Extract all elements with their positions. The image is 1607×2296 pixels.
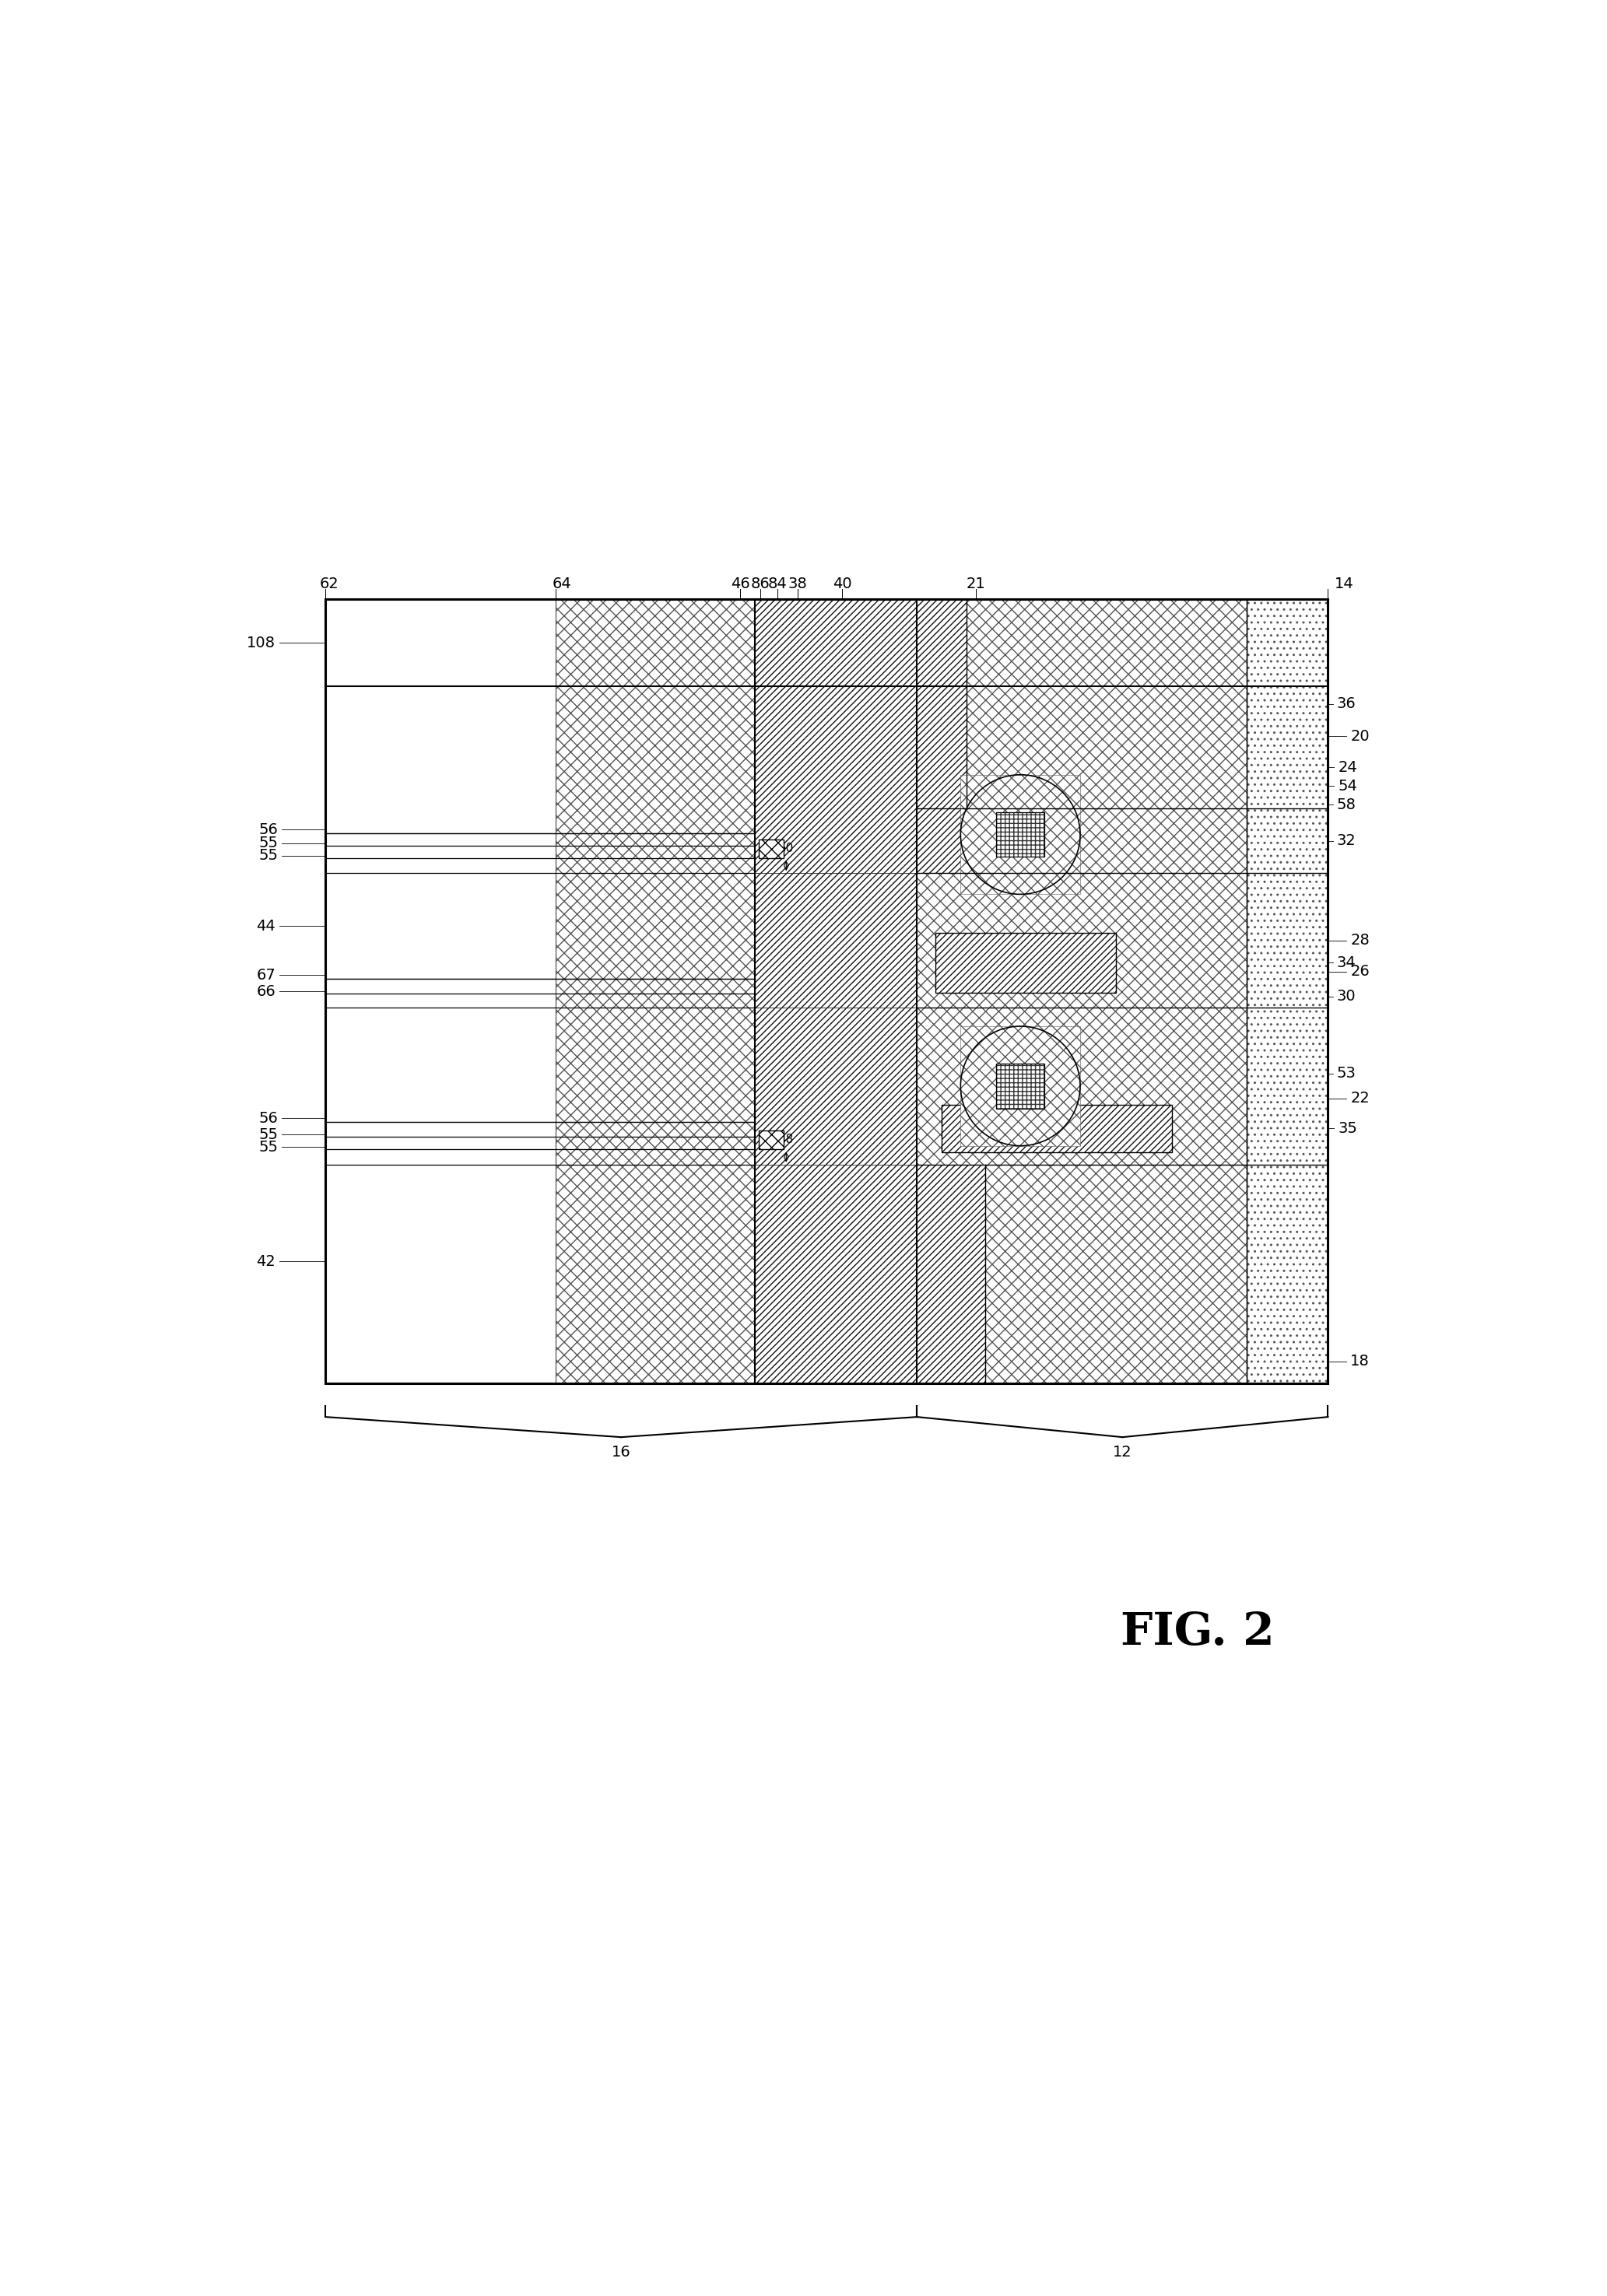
Circle shape bbox=[961, 1026, 1080, 1146]
Bar bbox=[996, 1063, 1045, 1109]
Bar bbox=[967, 599, 1247, 687]
Text: 67: 67 bbox=[257, 969, 276, 983]
Text: 34: 34 bbox=[1337, 955, 1356, 971]
Bar bbox=[918, 687, 967, 872]
Bar bbox=[325, 599, 1327, 1384]
Bar bbox=[918, 1164, 1247, 1384]
Bar bbox=[996, 1063, 1045, 1109]
Bar bbox=[918, 687, 1247, 872]
Text: 42: 42 bbox=[257, 1254, 276, 1270]
Bar bbox=[1247, 872, 1327, 1008]
Bar bbox=[325, 1164, 556, 1384]
Bar bbox=[996, 813, 1045, 856]
Text: 46: 46 bbox=[731, 576, 750, 592]
Bar bbox=[1247, 1164, 1327, 1384]
Text: 28: 28 bbox=[1350, 932, 1369, 948]
Bar bbox=[755, 1164, 918, 1384]
Bar bbox=[759, 840, 784, 859]
Bar bbox=[1247, 687, 1327, 872]
Bar bbox=[755, 872, 918, 1008]
Bar bbox=[1247, 1164, 1327, 1384]
Bar bbox=[556, 1008, 755, 1164]
Text: 16: 16 bbox=[612, 1444, 632, 1460]
Bar bbox=[1247, 1008, 1327, 1164]
Bar bbox=[918, 599, 1247, 687]
Text: 53: 53 bbox=[1337, 1065, 1356, 1081]
Bar bbox=[942, 1104, 1173, 1153]
Bar bbox=[996, 813, 1045, 856]
Bar bbox=[755, 1164, 985, 1384]
Bar bbox=[985, 1164, 1247, 1384]
Bar bbox=[556, 687, 755, 872]
Bar bbox=[556, 599, 755, 687]
Bar bbox=[918, 1008, 1247, 1164]
Text: 12: 12 bbox=[1114, 1444, 1131, 1460]
Text: 50: 50 bbox=[779, 843, 794, 854]
Bar bbox=[935, 932, 1117, 992]
Text: 108: 108 bbox=[247, 636, 276, 650]
Text: 66: 66 bbox=[257, 985, 276, 999]
Bar bbox=[961, 1026, 1080, 1146]
Bar bbox=[759, 840, 784, 859]
Text: 62: 62 bbox=[320, 576, 339, 592]
Circle shape bbox=[961, 774, 1080, 893]
Bar bbox=[755, 687, 918, 872]
Bar bbox=[918, 872, 1247, 1008]
Bar bbox=[918, 872, 1247, 1008]
Text: 44: 44 bbox=[257, 918, 276, 934]
Text: 64: 64 bbox=[553, 576, 572, 592]
Bar bbox=[325, 872, 556, 1008]
Text: 36: 36 bbox=[1337, 696, 1356, 712]
Text: 56: 56 bbox=[259, 1111, 278, 1125]
Text: 55: 55 bbox=[259, 1127, 278, 1141]
Text: 22: 22 bbox=[1350, 1091, 1369, 1107]
Text: 18: 18 bbox=[1350, 1355, 1369, 1368]
Bar bbox=[759, 1132, 784, 1150]
Bar bbox=[996, 813, 1045, 856]
Text: 32: 32 bbox=[1337, 833, 1356, 847]
Bar bbox=[961, 774, 1080, 893]
Bar bbox=[556, 872, 755, 1008]
Bar bbox=[1247, 599, 1327, 687]
Text: 54: 54 bbox=[1339, 778, 1358, 794]
Text: 35: 35 bbox=[1339, 1120, 1358, 1137]
Text: 56: 56 bbox=[259, 822, 278, 838]
Text: 86: 86 bbox=[750, 576, 770, 592]
Bar bbox=[1247, 687, 1327, 872]
Bar bbox=[918, 1008, 1247, 1164]
Bar bbox=[1247, 872, 1327, 1008]
Bar bbox=[1247, 1008, 1327, 1164]
Text: 84: 84 bbox=[768, 576, 787, 592]
Bar bbox=[556, 1164, 755, 1384]
Bar bbox=[755, 599, 918, 687]
Bar bbox=[935, 932, 1117, 992]
Bar bbox=[325, 599, 556, 687]
Bar bbox=[325, 687, 556, 872]
Text: FIG. 2: FIG. 2 bbox=[1120, 1612, 1274, 1655]
Bar bbox=[1247, 599, 1327, 687]
Text: 55: 55 bbox=[259, 847, 278, 863]
Text: 58: 58 bbox=[1337, 797, 1356, 813]
Bar bbox=[918, 599, 967, 687]
Text: 48: 48 bbox=[779, 1134, 794, 1146]
Text: 55: 55 bbox=[259, 836, 278, 850]
Bar bbox=[755, 1008, 918, 1164]
Bar bbox=[967, 687, 1247, 872]
Text: 40: 40 bbox=[832, 576, 852, 592]
Bar bbox=[759, 1132, 784, 1150]
Text: 21: 21 bbox=[966, 576, 985, 592]
Bar bbox=[942, 1104, 1173, 1153]
Text: 14: 14 bbox=[1334, 576, 1353, 592]
Bar bbox=[996, 1063, 1045, 1109]
Text: 20: 20 bbox=[1350, 728, 1369, 744]
Text: 38: 38 bbox=[787, 576, 807, 592]
Text: 30: 30 bbox=[1337, 990, 1356, 1003]
Text: 55: 55 bbox=[259, 1139, 278, 1155]
Text: 26: 26 bbox=[1350, 964, 1369, 978]
Text: 24: 24 bbox=[1339, 760, 1358, 774]
Bar bbox=[325, 1008, 556, 1164]
